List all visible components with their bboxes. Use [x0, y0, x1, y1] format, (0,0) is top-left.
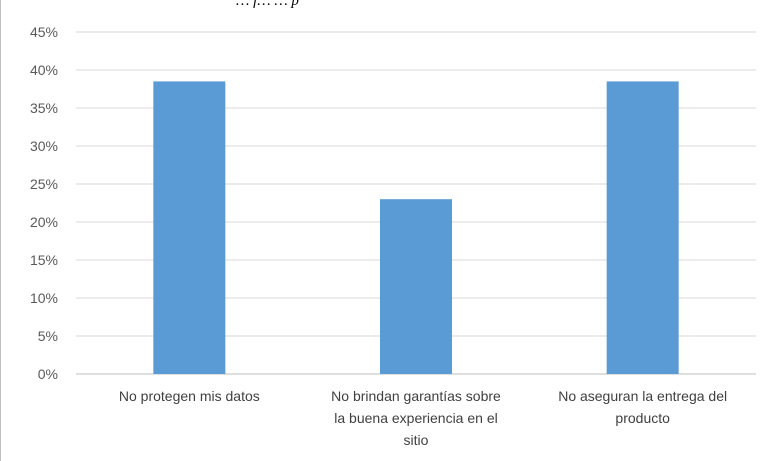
y-tick-label: 40%: [30, 62, 58, 78]
bar-layer: [153, 81, 679, 375]
chart-title-fragment: … f… … p: [236, 0, 299, 9]
y-tick-label: 30%: [30, 138, 58, 154]
bar: [380, 199, 452, 374]
y-tick-label: 20%: [30, 214, 58, 230]
x-axis: No protegen mis datos No brindan garantía…: [119, 388, 727, 448]
y-tick-label: 25%: [30, 176, 58, 192]
y-tick-label: 15%: [30, 252, 58, 268]
y-tick-label: 45%: [30, 24, 58, 40]
bar: [153, 81, 226, 375]
y-tick-label: 0%: [38, 366, 58, 382]
y-tick-label: 5%: [38, 328, 58, 344]
x-tick-label: No aseguran la entrega del producto: [558, 388, 727, 426]
y-tick-label: 35%: [30, 100, 58, 116]
bar: [606, 81, 679, 375]
y-axis: 0% 5% 10% 15% 20% 25% 30% 35% 40% 45%: [30, 24, 58, 382]
y-tick-label: 10%: [30, 290, 58, 306]
x-tick-label: No protegen mis datos: [119, 388, 260, 404]
x-tick-label: No brindan garantías sobre la buena exper…: [331, 388, 501, 448]
